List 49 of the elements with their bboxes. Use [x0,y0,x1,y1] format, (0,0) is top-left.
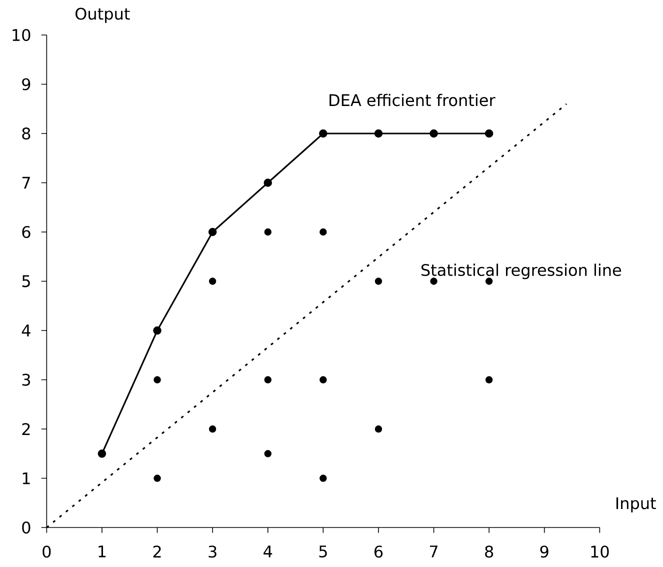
point [374,129,383,138]
x-tick-label: 3 [208,546,216,558]
point [430,129,438,138]
x-tick-label: 8 [485,546,494,558]
y-axis-title: Output [76,8,130,23]
point [264,228,272,236]
point [485,376,493,384]
y-tick-label: 5 [22,275,30,288]
y-tick-label: 9 [22,78,30,90]
y-tick-label: 1 [22,472,30,484]
y-tick-label: 10 [12,28,30,42]
point [208,278,216,285]
point [320,228,327,236]
x-tick-label: 2 [153,546,161,558]
annotation: DEA efficient frontier [330,94,496,106]
y-tick-label: 8 [22,127,30,140]
x-tick-label: 9 [540,546,548,558]
point [208,228,217,236]
point [374,425,382,433]
point [485,278,493,285]
y-tick-label: 3 [22,374,30,386]
y-tick-label: 6 [22,226,30,238]
point [208,425,216,433]
point [374,278,382,285]
point [264,376,272,384]
point [430,278,438,285]
y-tick-label: 2 [22,423,30,435]
point [320,474,327,482]
point [484,129,494,138]
point [320,376,327,384]
annotation: Statistical regression line [421,264,622,280]
point [98,450,106,458]
x-tick-label: 10 [591,546,609,558]
y-tick-label: 4 [22,324,30,336]
point [153,326,162,335]
x-tick-label: 7 [430,546,438,558]
point [264,450,272,458]
x-tick-label: 4 [264,546,272,558]
x-tick-label: 0 [42,546,51,558]
point [264,178,272,187]
point [154,376,161,384]
y-tick-label: 0 [22,521,30,534]
y-tick-label: 7 [22,176,30,189]
x-axis-title: Input [616,497,656,512]
x-tick-label: 1 [98,546,106,558]
x-tick-label: 5 [319,546,327,558]
point [154,474,161,482]
x-tick-label: 6 [374,546,383,558]
point [319,129,328,138]
